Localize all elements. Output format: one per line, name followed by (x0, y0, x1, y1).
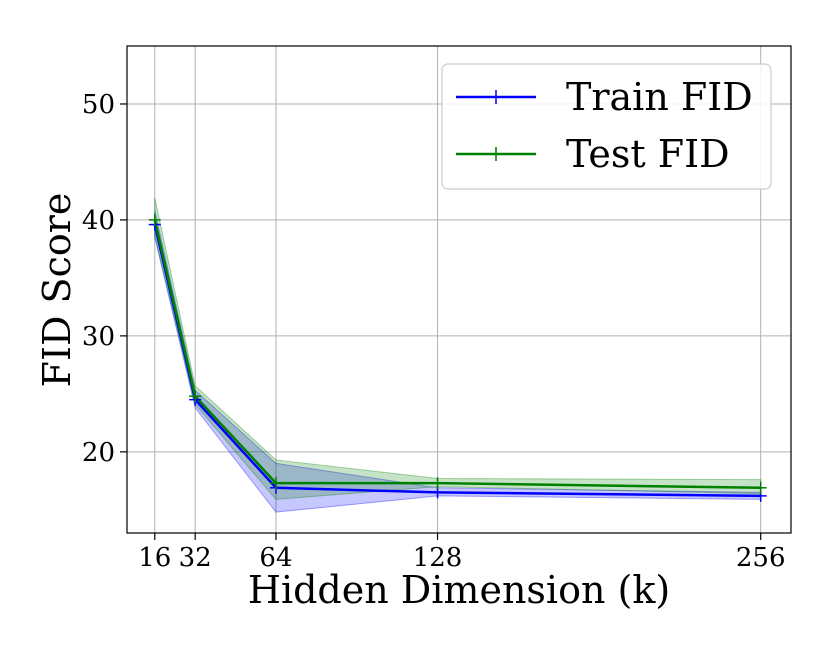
legend-box (441, 63, 772, 190)
y-axis-ticks: 20 30 40 50 (82, 90, 127, 468)
data-point-1-4 (754, 481, 767, 494)
plot-frame (126, 45, 792, 534)
data-point-1-0 (148, 213, 161, 226)
data-point-1-2 (269, 477, 282, 490)
x-axis-label: Hidden Dimension (k) (248, 568, 670, 612)
y-tick-label: 30 (82, 322, 115, 352)
x-axis-ticks: 16 32 64 128 256 (138, 533, 786, 573)
y-tick-label: 40 (82, 206, 115, 236)
legend: Train FID Test FID (441, 63, 772, 190)
x-tick-label: 256 (736, 543, 786, 573)
x-tick-label: 128 (413, 543, 463, 573)
x-tick-label: 16 (138, 543, 171, 573)
y-tick-label: 50 (82, 90, 115, 120)
y-axis-label: FID Score (35, 193, 79, 388)
legend-label-test: Test FID (566, 132, 730, 176)
data-point-1-3 (431, 477, 444, 490)
legend-label-train: Train FID (566, 75, 753, 119)
x-tick-label: 64 (259, 543, 292, 573)
data-point-1-1 (189, 390, 202, 403)
x-tick-label: 32 (179, 543, 212, 573)
series-markers (148, 213, 767, 502)
y-tick-label: 20 (82, 438, 115, 468)
grid-lines (127, 46, 791, 533)
